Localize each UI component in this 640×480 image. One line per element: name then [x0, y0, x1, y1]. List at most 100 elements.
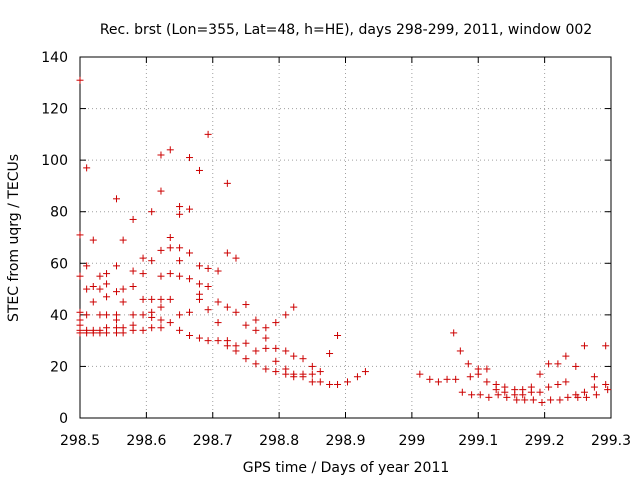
data-point	[113, 316, 121, 324]
data-point	[83, 311, 91, 319]
data-point	[186, 249, 194, 257]
data-point	[483, 378, 491, 386]
y-tick-label: 140	[41, 50, 68, 66]
data-point	[129, 311, 137, 319]
data-point	[511, 391, 519, 399]
data-point	[195, 280, 203, 288]
data-point	[299, 355, 307, 363]
data-point	[334, 331, 342, 339]
data-point	[89, 329, 97, 337]
data-point	[148, 324, 156, 332]
y-tick-label: 100	[41, 153, 68, 169]
data-point	[343, 378, 351, 386]
data-point	[456, 347, 464, 355]
data-point	[129, 215, 137, 223]
data-point	[536, 388, 544, 396]
data-point	[195, 262, 203, 270]
data-point	[476, 391, 484, 399]
data-point	[204, 282, 212, 290]
data-point	[113, 288, 121, 296]
data-point	[89, 282, 97, 290]
data-point	[308, 370, 316, 378]
data-point	[262, 344, 270, 352]
data-point	[252, 326, 260, 334]
data-point	[290, 303, 298, 311]
data-point	[564, 393, 572, 401]
data-point	[204, 130, 212, 138]
data-point	[232, 347, 240, 355]
y-tick-label: 40	[50, 308, 68, 324]
data-point	[176, 326, 184, 334]
data-point	[223, 249, 231, 257]
data-point	[262, 334, 270, 342]
data-point	[282, 311, 290, 319]
data-point	[166, 319, 174, 327]
data-point	[282, 370, 290, 378]
data-point	[580, 342, 588, 350]
data-point	[272, 319, 280, 327]
data-point	[326, 380, 334, 388]
data-point	[176, 272, 184, 280]
data-point	[113, 329, 121, 337]
data-point	[139, 270, 147, 278]
data-point	[290, 373, 298, 381]
data-point	[545, 360, 553, 368]
data-point	[452, 375, 460, 383]
data-point	[103, 270, 111, 278]
axis-ticks	[79, 56, 612, 419]
data-point	[527, 388, 535, 396]
data-point	[157, 316, 165, 324]
data-point	[242, 321, 250, 329]
data-point	[89, 298, 97, 306]
data-point	[536, 370, 544, 378]
data-point	[119, 236, 127, 244]
data-point	[139, 254, 147, 262]
data-point	[76, 231, 84, 239]
data-point	[103, 311, 111, 319]
data-point	[186, 154, 194, 162]
data-point	[214, 298, 222, 306]
data-point	[119, 329, 127, 337]
data-point	[308, 378, 316, 386]
y-tick-labels: 0 20 40 60 80 100 120 140	[41, 50, 68, 427]
data-point	[166, 295, 174, 303]
y-tick-label: 60	[50, 256, 68, 272]
data-point	[519, 391, 527, 399]
x-tick-label: 299.3	[591, 433, 631, 449]
data-point	[76, 329, 84, 337]
data-point	[103, 280, 111, 288]
data-point	[76, 272, 84, 280]
data-point	[223, 342, 231, 350]
data-point	[176, 210, 184, 218]
data-point	[242, 301, 250, 309]
y-tick-label: 20	[50, 359, 68, 375]
data-point	[468, 391, 476, 399]
data-point	[214, 267, 222, 275]
data-point	[232, 308, 240, 316]
y-tick-label: 80	[50, 205, 68, 221]
data-point	[308, 362, 316, 370]
data-point	[186, 275, 194, 283]
data-point	[157, 187, 165, 195]
data-point	[204, 337, 212, 345]
data-point	[590, 373, 598, 381]
data-point	[545, 383, 553, 391]
data-point	[521, 396, 529, 404]
data-point	[562, 378, 570, 386]
data-point	[556, 396, 564, 404]
data-point	[290, 352, 298, 360]
data-point	[529, 396, 537, 404]
data-point	[166, 244, 174, 252]
data-point	[157, 151, 165, 159]
data-point	[129, 282, 137, 290]
data-point	[148, 313, 156, 321]
data-point	[166, 234, 174, 241]
y-axis-title: STEC from uqrg / TECUs	[6, 154, 22, 322]
data-point	[602, 342, 610, 350]
data-point	[464, 360, 472, 368]
data-point	[262, 324, 270, 332]
data-point	[186, 205, 194, 213]
data-point	[223, 303, 231, 311]
x-tick-labels: 298.5 298.6 298.7 298.8 298.9 299 299.1 299.2 29…	[60, 433, 631, 449]
data-point	[492, 386, 500, 394]
